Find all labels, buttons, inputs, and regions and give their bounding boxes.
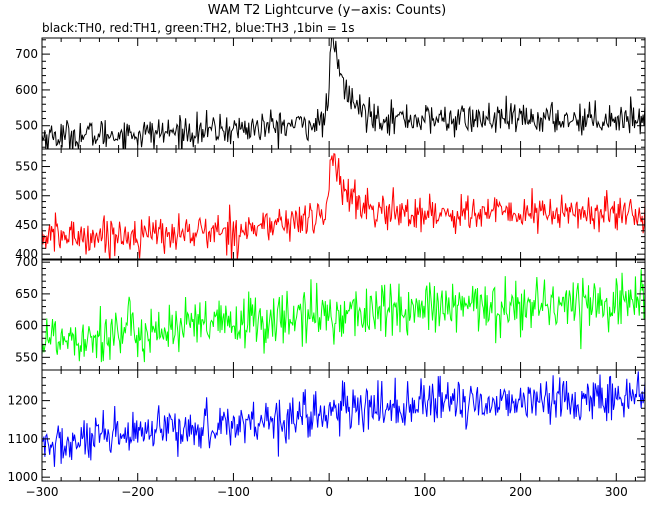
- panel-th2: 550 600 650 700: [15, 255, 646, 371]
- x-tick-label: −200: [121, 485, 154, 499]
- y-tick-label: 500: [15, 189, 38, 203]
- y-tick-label: 1100: [7, 432, 38, 446]
- series-line-th0: [42, 38, 645, 149]
- y-tick-label: 550: [15, 160, 38, 174]
- y-tick-label: 600: [15, 83, 38, 97]
- series-line-th2: [42, 269, 645, 363]
- panel-frame: [41, 369, 646, 482]
- y-tick-label: 700: [15, 47, 38, 61]
- chart-subtitle: black:TH0, red:TH1, green:TH2, blue:TH3 …: [42, 21, 355, 35]
- panel-frame: [41, 37, 646, 150]
- y-tick-label: 450: [15, 218, 38, 232]
- y-tick-label: 600: [15, 319, 38, 333]
- y-tick-label: 650: [15, 287, 38, 301]
- y-tick-label: 400: [15, 247, 38, 261]
- y-tick-label: 1000: [7, 470, 38, 484]
- x-tick-label: −100: [217, 485, 250, 499]
- panels-group: 5006007004004505005505506006507001000110…: [7, 37, 646, 499]
- y-tick-label: 700: [15, 255, 38, 269]
- y-tick-label: 500: [15, 119, 38, 133]
- y-tick-label: 1200: [7, 394, 38, 408]
- series-line-th3: [42, 371, 645, 467]
- panel-frame: [41, 148, 646, 261]
- x-tick-label: 100: [413, 485, 436, 499]
- x-tick-label: −300: [26, 485, 59, 499]
- x-tick-label: 300: [605, 485, 628, 499]
- panel-th1: 400 450 500 550: [15, 148, 646, 261]
- panel-th0: 500 600 700: [15, 37, 646, 150]
- series-line-th1: [42, 153, 645, 260]
- chart-title: WAM T2 Lightcurve (y−axis: Counts): [208, 3, 446, 18]
- x-tick-label: 200: [509, 485, 532, 499]
- x-tick-label: 0: [325, 485, 333, 499]
- panel-th3: 1000 1100 1200 −300 −200 −100 0 100 200 300: [7, 369, 646, 499]
- y-tick-label: 550: [15, 350, 38, 364]
